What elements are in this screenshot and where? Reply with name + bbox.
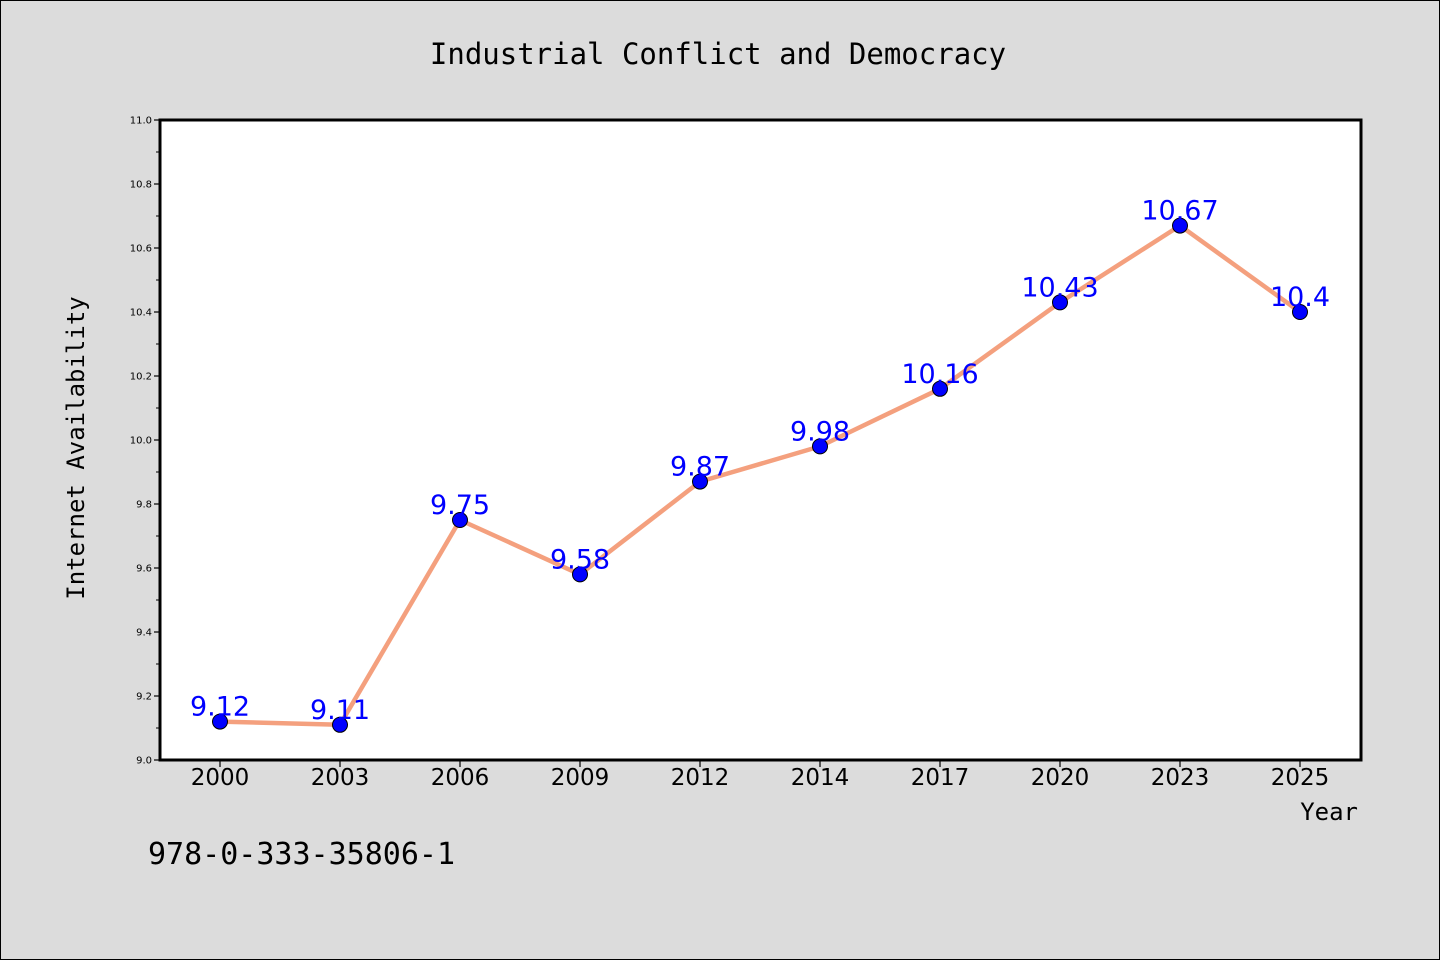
data-label: 9.11: [310, 695, 370, 726]
x-tick-label: 2025: [1271, 765, 1330, 791]
data-point: [1292, 304, 1308, 320]
data-point: [572, 566, 588, 583]
x-axis-label: Year: [1300, 798, 1358, 826]
y-tick-label: 9.4: [136, 628, 152, 639]
data-label: 10.16: [901, 359, 978, 390]
y-tick-label: 9.0: [136, 756, 152, 767]
data-label: 9.87: [670, 452, 730, 483]
plot-area: [158, 118, 1363, 762]
data-point: [1172, 217, 1188, 234]
y-tick-label: 10.0: [130, 436, 152, 447]
series: 9.12 9.11 9.75 9.58 9.87 9.98 10.16 10.43 10.67 1…: [190, 196, 1330, 733]
y-axis-label: Internet Availability: [62, 296, 90, 599]
x-tick-label: 2012: [671, 765, 730, 791]
x-axis: 2000 2003 2006 2009 2012 2014 2017 2020 2023 2025: [191, 760, 1330, 791]
series-line: [217, 223, 1303, 728]
data-label: 9.75: [430, 490, 490, 521]
data-label: 10.67: [1141, 196, 1218, 227]
x-tick-label: 2006: [431, 765, 490, 791]
x-tick-label: 2003: [311, 765, 370, 791]
x-tick-label: 2014: [791, 765, 850, 791]
chart-title: Industrial Conflict and Democracy: [430, 37, 1006, 71]
footer-code: 978-0-333-35806-1: [148, 837, 455, 872]
data-label: 9.98: [790, 416, 850, 447]
x-tick-label: 2009: [551, 765, 610, 791]
data-point: [692, 473, 708, 490]
data-point: [932, 380, 948, 397]
data-point: [452, 512, 468, 528]
data-label: 9.58: [550, 544, 610, 575]
data-label: 9.12: [190, 692, 250, 723]
y-tick-label: 10.2: [130, 372, 152, 383]
data-point: [1052, 294, 1068, 311]
y-tick-label: 10.8: [130, 180, 152, 191]
x-tick-label: 2000: [191, 765, 250, 791]
y-tick-label: 10.4: [130, 308, 152, 319]
y-tick-label: 9.6: [136, 564, 152, 575]
y-tick-label: 11.0: [130, 116, 152, 127]
y-tick-label: 10.6: [130, 244, 152, 255]
data-point: [812, 438, 828, 455]
data-label: 10.43: [1021, 272, 1098, 303]
data-label: 10.4: [1270, 282, 1330, 313]
data-point: [212, 713, 228, 730]
x-tick-label: 2020: [1031, 765, 1090, 791]
data-point: [332, 716, 348, 733]
y-axis: 9.0 9.2 9.4 9.6 9.8 10.0 10.2 10.4 10.6 10.8 11.0: [130, 116, 160, 767]
x-tick-label: 2017: [911, 765, 970, 791]
y-tick-label: 9.2: [136, 692, 152, 703]
x-tick-label: 2023: [1151, 765, 1210, 791]
y-tick-label: 9.8: [136, 500, 152, 511]
